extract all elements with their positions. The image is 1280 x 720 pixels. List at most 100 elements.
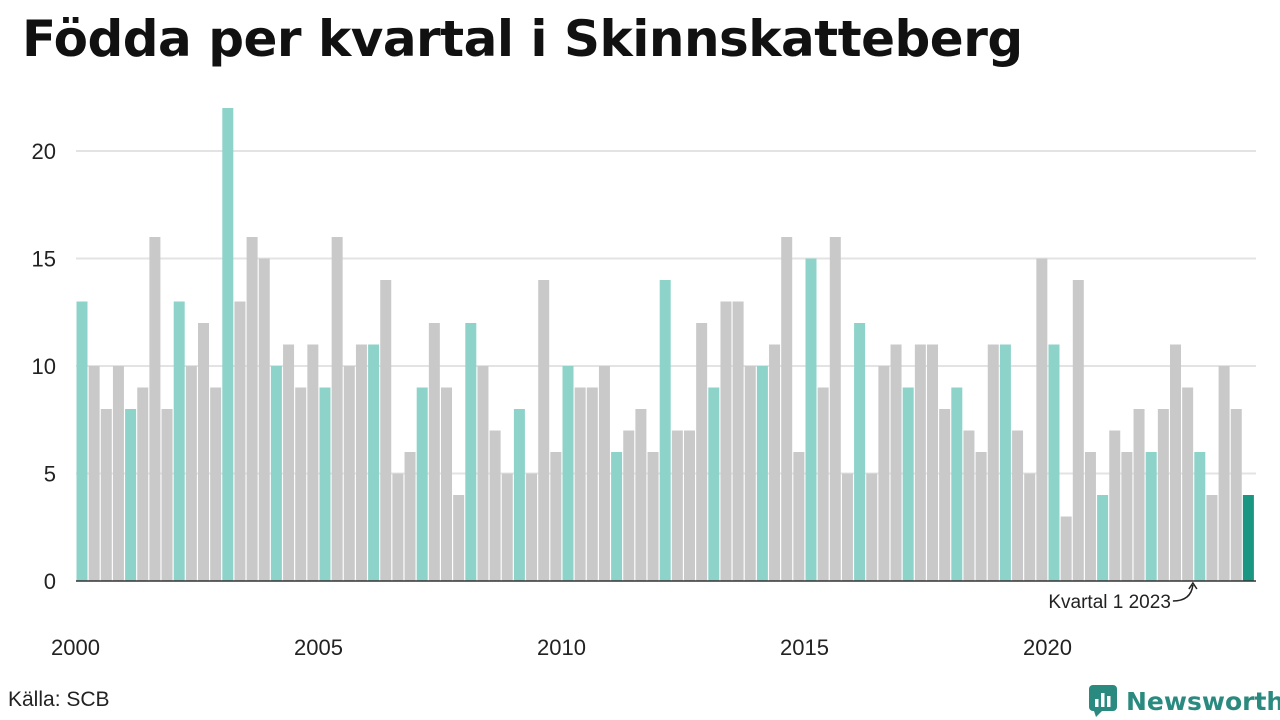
bar (1230, 409, 1242, 581)
bar (890, 344, 902, 581)
bar (88, 366, 100, 581)
bar (355, 344, 367, 581)
bar (854, 323, 866, 581)
bar (137, 387, 149, 581)
x-tick-label: 2020 (1023, 635, 1072, 660)
bar (526, 473, 538, 581)
bar (684, 430, 695, 581)
bar (210, 387, 222, 581)
bar (878, 366, 890, 581)
x-tick-label: 2015 (780, 635, 829, 660)
bar (781, 237, 793, 581)
bar (914, 344, 926, 581)
bar (744, 366, 756, 581)
bar (258, 258, 270, 581)
bar (283, 344, 295, 581)
bar (586, 387, 598, 581)
bar (1182, 387, 1194, 581)
chart-title: Födda per kvartal i Skinnskatteberg (22, 10, 1023, 68)
annotation-arrow (1172, 581, 1198, 602)
bar (125, 409, 137, 581)
bar (1109, 430, 1121, 581)
bar (185, 366, 197, 581)
bar (1206, 495, 1218, 581)
bar (1072, 280, 1084, 581)
y-axis-ticks: 0 5 10 15 20 (32, 139, 56, 594)
bar (234, 301, 246, 581)
bar (793, 452, 805, 581)
source-note: Källa: SCB (8, 688, 110, 711)
bar (963, 430, 975, 581)
x-tick-label: 2005 (294, 635, 343, 660)
bar (598, 366, 610, 581)
bar (331, 237, 343, 581)
bar (149, 237, 161, 581)
bar (307, 344, 319, 581)
bar (1097, 495, 1109, 581)
bar (659, 280, 671, 581)
y-tick-label: 15 (32, 247, 56, 272)
y-tick-label: 5 (44, 462, 56, 487)
bar (319, 387, 331, 581)
bar (999, 344, 1011, 581)
bar (1048, 344, 1060, 581)
bar (513, 409, 525, 581)
x-axis-ticks: 2000 2005 2010 2015 2020 (51, 635, 1072, 660)
bar (1036, 258, 1048, 581)
newsworthy-logo[interactable]: Newsworthy (1088, 684, 1280, 718)
bar (769, 344, 781, 581)
bar (368, 344, 380, 581)
bar (647, 452, 659, 581)
bar (198, 323, 209, 581)
bar (112, 366, 124, 581)
brand-name: Newsworthy (1126, 686, 1280, 716)
bar (1157, 409, 1169, 581)
bar (538, 280, 550, 581)
bar (1012, 430, 1024, 581)
bar (756, 366, 768, 581)
bar (562, 366, 574, 581)
bar (465, 323, 477, 581)
bar (732, 301, 744, 581)
bar (623, 430, 635, 581)
bar (1242, 495, 1254, 581)
bar (489, 430, 501, 581)
bar (951, 387, 963, 581)
bar (100, 409, 112, 581)
bar (1121, 452, 1133, 581)
bar (635, 409, 647, 581)
bar (829, 237, 841, 581)
bar (671, 430, 683, 581)
bar (866, 473, 878, 581)
bar (453, 495, 465, 581)
annotation-label: Kvartal 1 2023 (1048, 592, 1171, 613)
bar (708, 387, 720, 581)
x-tick-label: 2010 (537, 635, 586, 660)
bar (927, 344, 938, 581)
bar (501, 473, 513, 581)
newsworthy-logo-icon (1089, 685, 1117, 717)
bar (222, 108, 234, 581)
bar (987, 344, 999, 581)
bar (696, 323, 708, 581)
bar (428, 323, 440, 581)
bar (1145, 452, 1157, 581)
bar (416, 387, 428, 581)
bar (173, 301, 185, 581)
bar (1060, 516, 1072, 581)
bar (1133, 409, 1145, 581)
bar (441, 387, 452, 581)
bar (720, 301, 732, 581)
bar (574, 387, 586, 581)
bar (550, 452, 562, 581)
bar (404, 452, 416, 581)
y-tick-label: 0 (44, 569, 56, 594)
bar (1084, 452, 1096, 581)
bar (805, 258, 817, 581)
bars (76, 108, 1254, 581)
bar (817, 387, 829, 581)
y-tick-label: 10 (32, 354, 56, 379)
bar (161, 409, 173, 581)
bar (1218, 366, 1230, 581)
